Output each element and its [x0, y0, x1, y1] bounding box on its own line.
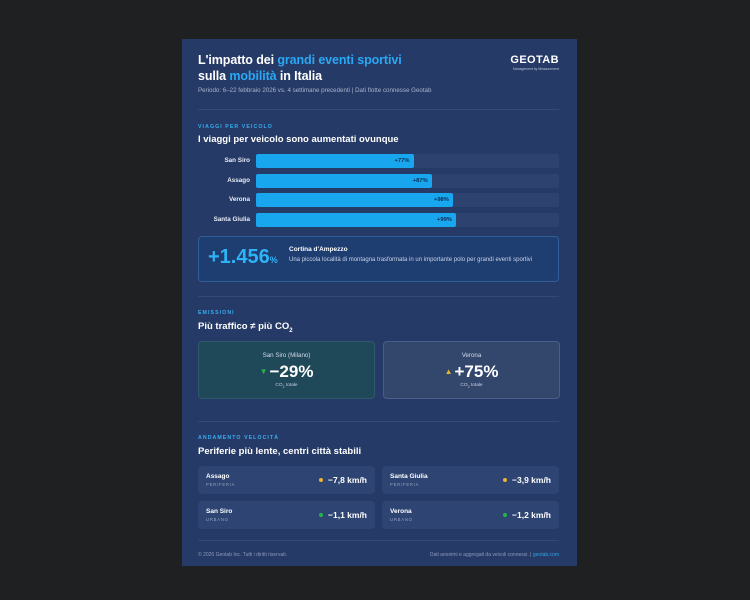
title-highlight: grandi eventi sportivi: [277, 53, 402, 67]
emissions-unit: CO2 totale: [275, 383, 298, 389]
speed-location: Santa Giulia: [390, 473, 428, 480]
trips-kicker: VIAGGI PER VEICOLO: [198, 124, 273, 130]
section-divider: [198, 296, 559, 297]
emissions-card-verona: Verona ▲ +75% CO2 totale: [383, 341, 560, 399]
footer-link[interactable]: geotab.com: [532, 552, 559, 558]
speed-zone: URBANO: [390, 517, 413, 522]
status-dot-icon: [318, 512, 324, 517]
trips-heading: I viaggi per veicolo sono aumentati ovun…: [198, 134, 399, 145]
logo-wordmark: GEOTAB: [510, 54, 559, 66]
bar-label: Assago: [227, 176, 250, 184]
speed-zone: PERIFERIA: [206, 482, 236, 487]
bar-track: +77%: [256, 154, 559, 168]
bar-track: +99%: [256, 212, 559, 227]
status-dot-icon: [318, 477, 324, 482]
emissions-unit: CO2 totale: [460, 383, 483, 389]
speed-value: −7,8 km/h: [318, 475, 367, 485]
speed-zone: PERIFERIA: [390, 482, 420, 487]
status-dot-icon: [502, 512, 508, 517]
speed-card-verona: Verona URBANO −1,2 km/h: [382, 501, 559, 529]
arrow-up-icon: ▲: [444, 367, 453, 376]
bar-value: +99%: [436, 216, 452, 223]
speed-value: −1,2 km/h: [502, 510, 551, 520]
title-highlight: mobilità: [229, 69, 277, 83]
cortina-highlight: +1.456% Cortina d'Ampezzo Una piccola lo…: [198, 236, 559, 282]
emissions-city: Verona: [461, 352, 482, 359]
highlight-name: Cortina d'Ampezzo: [289, 246, 348, 253]
bar-value: +98%: [433, 197, 449, 203]
bar-label: San Siro: [224, 157, 250, 164]
bar-fill: +98%: [256, 193, 453, 207]
bar-label: Verona: [229, 196, 250, 203]
emissions-card-san-siro: San Siro (Milano) ▼ −29% CO2 totale: [198, 341, 375, 399]
page-title: L'impatto dei grandi eventi sportivi sul…: [198, 53, 402, 83]
speed-value: −3,9 km/h: [502, 475, 551, 485]
bar-row: Verona +98%: [198, 193, 559, 207]
section-divider: [198, 109, 559, 110]
emissions-heading: Più traffico ≠ più CO2: [198, 321, 293, 334]
speed-zone: URBANO: [206, 517, 229, 522]
bar-fill: +87%: [256, 173, 432, 188]
speed-heading: Periferie più lente, centri città stabil…: [198, 446, 362, 457]
bar-row: Santa Giulia +99%: [198, 212, 559, 227]
section-divider: [198, 421, 559, 422]
footer-copyright: © 2026 Geotab Inc. Tutti i diritti riser…: [198, 552, 287, 558]
bar-fill: +99%: [256, 212, 456, 227]
emissions-city: San Siro (Milano): [262, 352, 311, 359]
bar-label: Santa Giulia: [213, 215, 250, 223]
speed-location: San Siro: [206, 508, 233, 515]
geotab-logo: GEOTAB Management by Measurement: [510, 54, 559, 72]
bar-value: +77%: [394, 158, 410, 164]
status-dot-icon: [502, 477, 508, 482]
speed-kicker: ANDAMENTO VELOCITÀ: [198, 435, 280, 441]
emissions-value: ▼ −29%: [259, 362, 314, 381]
footer-note: Dati anonimi e aggregati da veicoli conn…: [429, 552, 559, 558]
speed-value: −1,1 km/h: [318, 510, 367, 520]
highlight-description: Una piccola località di montagna trasfor…: [289, 257, 533, 263]
infographic-card: L'impatto dei grandi eventi sportivi sul…: [182, 39, 577, 566]
section-divider: [198, 540, 559, 541]
logo-tagline: Management by Measurement: [513, 67, 559, 71]
speed-location: Assago: [206, 473, 230, 480]
bar-row: San Siro +77%: [198, 154, 559, 168]
emissions-kicker: EMISSIONI: [198, 310, 235, 316]
bar-fill: +77%: [256, 154, 414, 168]
bar-track: +98%: [256, 193, 559, 207]
speed-card-santa-giulia: Santa Giulia PERIFERIA −3,9 km/h: [382, 466, 559, 494]
bar-track: +87%: [256, 173, 559, 188]
speed-card-san-siro: San Siro URBANO −1,1 km/h: [198, 501, 375, 529]
bar-value: +87%: [412, 177, 428, 184]
speed-location: Verona: [390, 508, 412, 515]
bar-row: Assago +87%: [198, 173, 559, 188]
highlight-number: +1.456%: [208, 246, 278, 268]
speed-card-assago: Assago PERIFERIA −7,8 km/h: [198, 466, 375, 494]
arrow-down-icon: ▼: [259, 367, 268, 376]
page-subtitle: Periodo: 6–22 febbraio 2026 vs. 4 settim…: [198, 87, 432, 94]
emissions-value: ▲ +75%: [444, 362, 499, 381]
